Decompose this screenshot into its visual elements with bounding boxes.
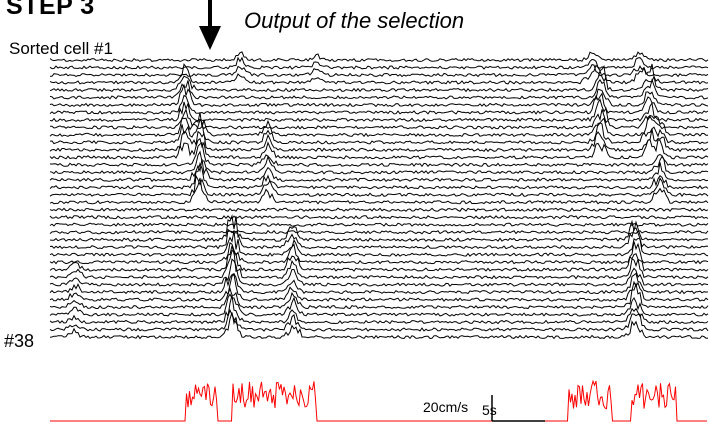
cell-trace-11 <box>49 112 708 138</box>
cell-trace-26 <box>49 227 709 250</box>
cell-trace-8 <box>49 92 709 115</box>
cell-trace-1 <box>49 51 709 63</box>
cell-trace-20 <box>49 177 709 205</box>
selection-output-label: Output of the selection <box>244 8 465 33</box>
step-title: STEP 3 <box>6 0 95 20</box>
scale-bar-speed-label: 20cm/s <box>423 399 469 415</box>
cell-trace-18 <box>49 162 709 190</box>
cell-trace-17 <box>49 159 709 183</box>
cell-trace-12 <box>49 118 709 145</box>
cell-trace-34 <box>49 282 709 310</box>
cell-trace-28 <box>49 241 709 265</box>
running-speed-line <box>50 379 707 422</box>
cell-trace-7 <box>49 84 709 108</box>
cell-trace-24 <box>49 229 709 235</box>
fluorescence-traces <box>49 51 709 340</box>
cell-trace-25 <box>49 214 708 242</box>
cell-trace-36 <box>49 294 709 325</box>
cell-trace-33 <box>49 273 709 302</box>
cell-trace-19 <box>49 174 709 197</box>
cell-trace-3 <box>49 64 709 78</box>
cell-trace-4 <box>49 63 709 85</box>
running-speed-trace <box>50 379 707 422</box>
cell-trace-27 <box>49 230 709 257</box>
cell-trace-35 <box>49 293 709 317</box>
scale-bar <box>491 395 545 422</box>
cell-trace-29 <box>49 245 709 272</box>
cell-trace-32 <box>49 272 709 295</box>
cell-trace-6 <box>49 78 709 100</box>
first-cell-label: Sorted cell #1 <box>9 39 113 58</box>
cell-trace-5 <box>49 69 709 93</box>
cell-trace-31 <box>49 258 709 287</box>
cell-trace-10 <box>49 108 709 130</box>
cell-trace-30 <box>49 249 709 280</box>
down-arrow <box>199 0 221 50</box>
cell-trace-23 <box>49 222 709 227</box>
cell-trace-38 <box>49 312 709 340</box>
cell-trace-14 <box>49 137 709 160</box>
scale-bar-time-label: 5s <box>482 402 497 418</box>
cell-trace-37 <box>49 308 709 332</box>
cell-trace-15 <box>49 141 709 168</box>
cell-trace-13 <box>49 129 709 153</box>
cell-trace-22 <box>49 214 709 220</box>
cell-trace-21 <box>49 207 709 212</box>
cell-trace-9 <box>49 98 709 123</box>
cell-trace-16 <box>49 150 709 175</box>
last-cell-label: #38 <box>4 331 35 351</box>
